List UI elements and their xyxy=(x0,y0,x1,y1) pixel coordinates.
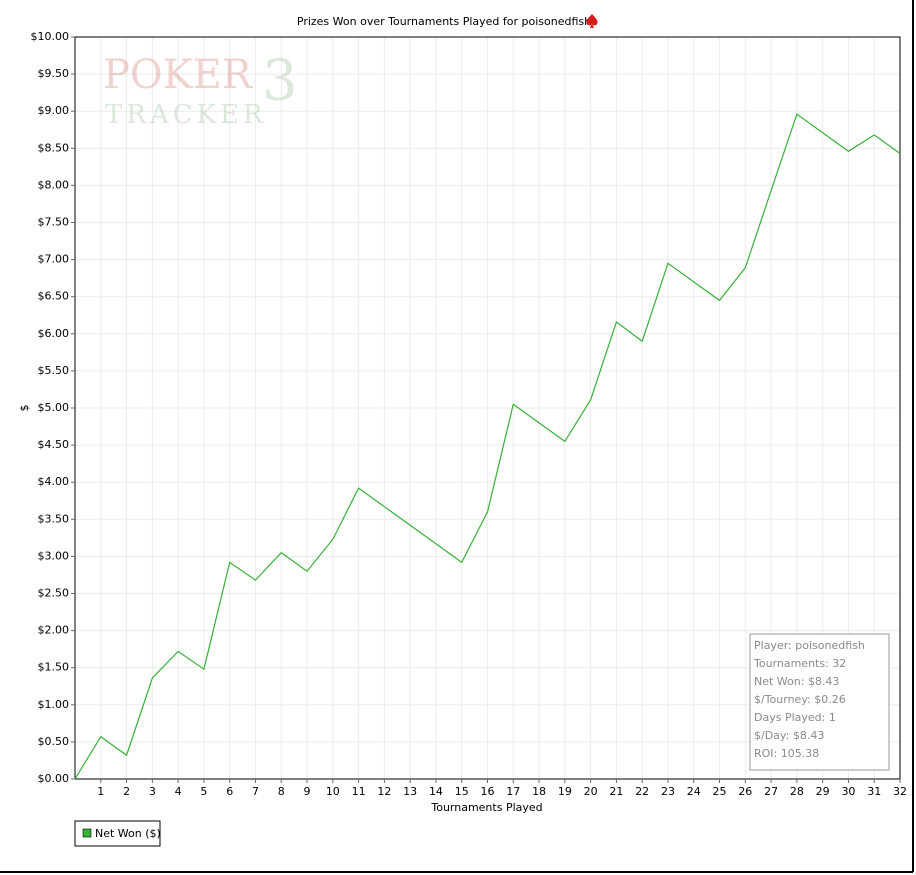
info-line: ROI: 105.38 xyxy=(754,747,819,760)
legend-label: Net Won ($) xyxy=(95,827,161,840)
x-tick-label: 6 xyxy=(226,785,233,798)
x-tick-label: 32 xyxy=(893,785,907,798)
x-tick-label: 16 xyxy=(481,785,495,798)
x-tick-label: 28 xyxy=(790,785,804,798)
x-tick-label: 5 xyxy=(200,785,207,798)
legend-swatch xyxy=(82,828,92,838)
info: Player: poisonedfish Tournaments: 32 Net W… xyxy=(753,639,865,760)
x-tick-label: 27 xyxy=(764,785,778,798)
x-tick-label: 12 xyxy=(377,785,391,798)
watermark-text: 3 xyxy=(262,49,298,114)
y-tick-label: $9.00 xyxy=(38,104,70,117)
x-tick-label: 31 xyxy=(867,785,881,798)
x-tick-label: 10 xyxy=(326,785,340,798)
info-line: Net Won: $8.43 xyxy=(754,675,839,688)
x-tick-label: 15 xyxy=(455,785,469,798)
y-tick-label: $9.50 xyxy=(38,67,70,80)
x-tick-label: 23 xyxy=(661,785,675,798)
info-line: Days Played: 1 xyxy=(754,711,836,724)
y-tick-label: $5.50 xyxy=(38,364,70,377)
x-tick-label: 19 xyxy=(558,785,572,798)
y-tick-label: $4.50 xyxy=(38,438,70,451)
x-tick-label: 26 xyxy=(738,785,752,798)
x-tick-label: 17 xyxy=(506,785,520,798)
x-tick-label: 20 xyxy=(584,785,598,798)
info-line: Player: poisonedfish xyxy=(754,639,865,652)
x-tick-label: 14 xyxy=(429,785,443,798)
x-tick-label: 3 xyxy=(149,785,156,798)
x-tick-label: 22 xyxy=(635,785,649,798)
info-line: Tournaments: 32 xyxy=(753,657,846,670)
x-tick-label: 13 xyxy=(403,785,417,798)
marks xyxy=(74,113,901,780)
x-tick-label: 30 xyxy=(841,785,855,798)
x-tick-label: 11 xyxy=(352,785,366,798)
x-tick-label: 25 xyxy=(713,785,727,798)
y-tick-label: $1.00 xyxy=(38,698,70,711)
watermark: POKER 3 TRACKER xyxy=(103,49,298,131)
x-tick-label: 21 xyxy=(609,785,623,798)
chart-title: Prizes Won over Tournaments Played for p… xyxy=(297,15,591,28)
y-tick-label: $1.50 xyxy=(38,661,70,674)
y-tick-label: $10.00 xyxy=(31,30,70,43)
x-tick-label: 24 xyxy=(687,785,701,798)
watermark-text: TRACKER xyxy=(105,100,267,130)
x-tick-label: 18 xyxy=(532,785,546,798)
info-line: $/Day: $8.43 xyxy=(754,729,824,742)
y-tick-label: $0.00 xyxy=(38,772,70,785)
x-tick-label: 1 xyxy=(97,785,104,798)
legend xyxy=(74,820,161,847)
x-tick-label: 9 xyxy=(304,785,311,798)
data-line xyxy=(74,113,901,780)
y-tick-label: $3.00 xyxy=(38,549,70,562)
y-tick-label: $2.00 xyxy=(38,624,70,637)
legend-items: Net Won ($) xyxy=(82,827,161,840)
x-axis-label: Tournaments Played xyxy=(430,801,542,814)
info-box xyxy=(749,633,890,771)
y-tick-label: $6.50 xyxy=(38,290,70,303)
y-tick-label: $4.00 xyxy=(38,475,70,488)
y-tick-label: $7.50 xyxy=(38,216,70,229)
x-tick-label: 7 xyxy=(252,785,259,798)
y-tick-label: $7.00 xyxy=(38,253,70,266)
spade-icon xyxy=(586,14,598,28)
y-tick-label: $6.00 xyxy=(38,327,70,340)
y-tick-label: $3.50 xyxy=(38,512,70,525)
y-tick-label: $2.50 xyxy=(38,587,70,600)
x-tick-label: 2 xyxy=(123,785,130,798)
y-tick-label: $5.00 xyxy=(38,401,70,414)
x-tick-label: 8 xyxy=(278,785,285,798)
x-tick-label: 29 xyxy=(816,785,830,798)
y-axis-label: $ xyxy=(18,405,31,412)
y-tick-label: $8.50 xyxy=(38,141,70,154)
info-line: $/Tourney: $0.26 xyxy=(754,693,846,706)
y-tick-label: $8.00 xyxy=(38,178,70,191)
watermark-text: POKER xyxy=(103,52,254,98)
y-tick-label: $0.50 xyxy=(38,735,70,748)
x-tick-label: 4 xyxy=(175,785,182,798)
